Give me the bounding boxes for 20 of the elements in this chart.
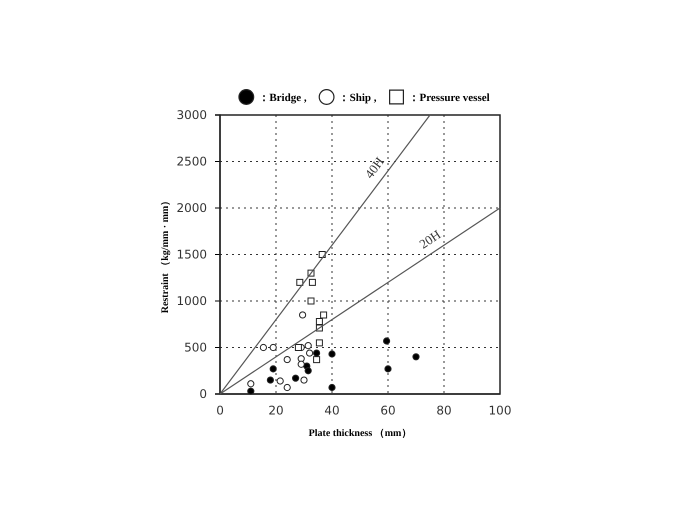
y-tick-label: 2500: [176, 154, 207, 168]
x-tick-label: 100: [488, 404, 512, 418]
y-tick-label: 1500: [176, 247, 207, 262]
y-tick-label: 0: [199, 386, 207, 401]
y-tick-label: 2000: [176, 200, 207, 215]
y-axis-title: Restraint （kg/mm · mm）: [160, 196, 171, 314]
y-tick-label: 1000: [176, 294, 207, 308]
text: 40H: [361, 154, 387, 182]
legend-label: ：Ship ,: [338, 92, 377, 104]
x-tick-label: 40: [324, 404, 340, 418]
x-tick-label: 0: [216, 404, 224, 418]
x-tick-label: 60: [380, 404, 396, 418]
x-axis-title: Plate thickness （mm）: [308, 428, 412, 439]
y-tick-label: 500: [184, 340, 207, 354]
x-tick-label: 80: [436, 404, 452, 418]
legend-label: ：Pressure vessel: [408, 92, 490, 104]
legend-label: ：Bridge ,: [258, 92, 307, 104]
text: 20H: [416, 226, 444, 252]
y-tick-label: 3000: [176, 108, 207, 122]
x-tick-label: 20: [268, 404, 284, 418]
